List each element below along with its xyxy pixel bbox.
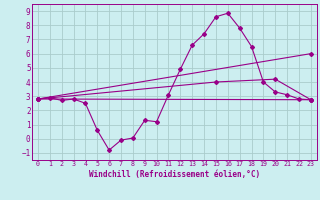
X-axis label: Windchill (Refroidissement éolien,°C): Windchill (Refroidissement éolien,°C): [89, 170, 260, 179]
